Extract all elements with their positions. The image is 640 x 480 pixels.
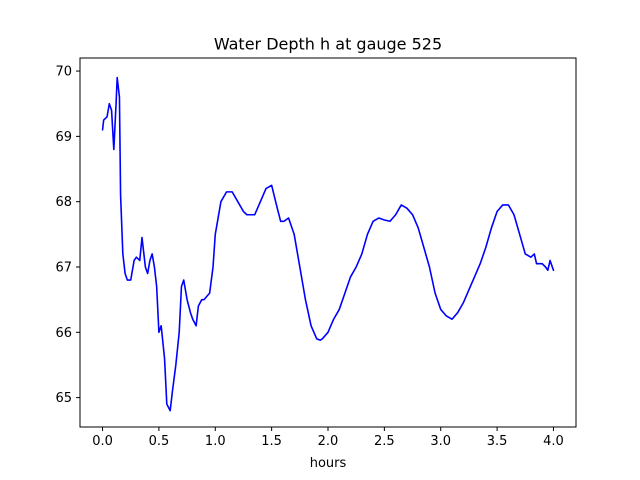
x-tick-label: 2.0 bbox=[318, 434, 339, 449]
plot-area bbox=[101, 76, 555, 412]
x-tick-label: 4.0 bbox=[543, 434, 564, 449]
y-tick-label: 68 bbox=[55, 195, 72, 210]
y-tick-label: 65 bbox=[55, 391, 72, 406]
x-tick-label: 3.5 bbox=[487, 434, 508, 449]
x-tick-label: 3.0 bbox=[430, 434, 451, 449]
y-tick-label: 67 bbox=[55, 260, 72, 275]
x-tick-label: 1.5 bbox=[261, 434, 282, 449]
y-tick-label: 70 bbox=[55, 65, 72, 80]
x-tick-label: 0.0 bbox=[92, 434, 113, 449]
x-tick-label: 1.0 bbox=[205, 434, 226, 449]
x-axis: 0.0 0.5 1.0 1.5 2.0 2.5 3.0 3.5 4.0 bbox=[92, 427, 564, 449]
x-tick-label: 0.5 bbox=[149, 434, 170, 449]
x-tick-label: 2.5 bbox=[374, 434, 395, 449]
y-tick-label: 66 bbox=[55, 326, 72, 341]
y-axis: 65 66 67 68 69 70 bbox=[55, 65, 80, 406]
x-axis-label: hours bbox=[310, 456, 347, 471]
chart-title: Water Depth h at gauge 525 bbox=[214, 35, 442, 54]
y-tick-label: 69 bbox=[55, 130, 72, 145]
series-line-0 bbox=[101, 76, 555, 412]
